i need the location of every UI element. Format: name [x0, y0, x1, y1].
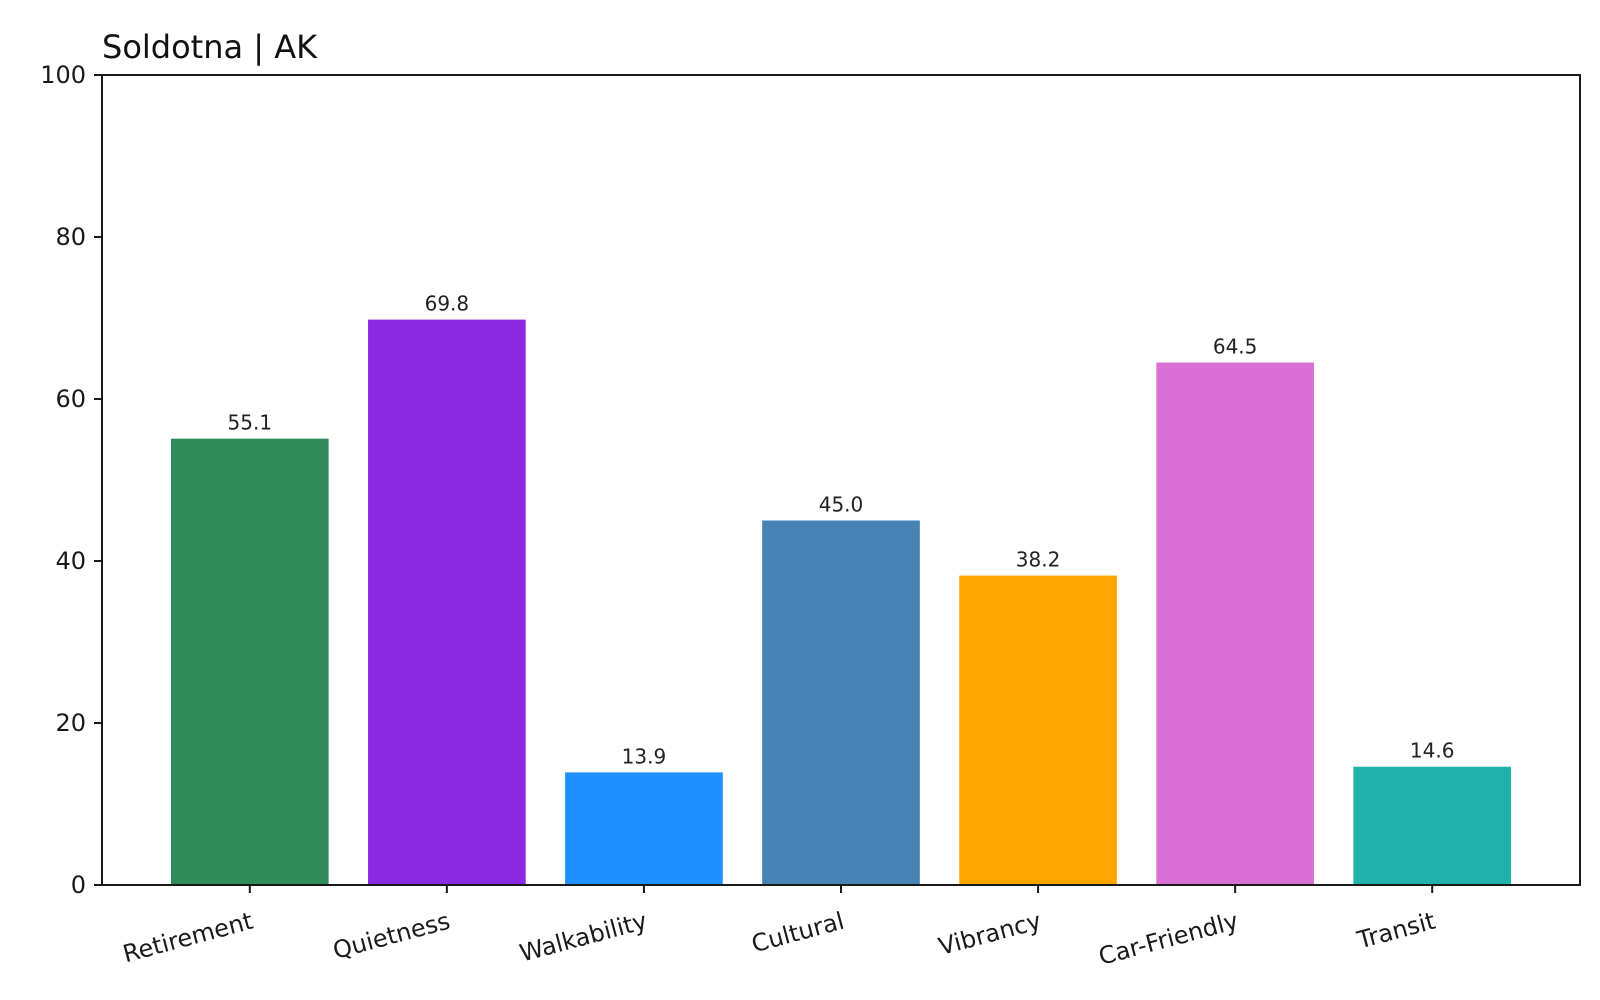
bar-walkability: [565, 772, 723, 885]
bars-layer: [170, 319, 1512, 885]
value-label: 45.0: [819, 493, 864, 517]
x-tick-label: Car-Friendly: [1096, 907, 1242, 971]
bar-quietness: [368, 319, 526, 885]
y-tick-label: 40: [55, 547, 86, 575]
x-tick-label: Vibrancy: [936, 907, 1045, 961]
x-tick-label: Walkability: [517, 907, 650, 968]
bar-transit: [1353, 766, 1512, 885]
y-tick-label: 20: [55, 709, 86, 737]
x-tick-label: Cultural: [749, 907, 848, 959]
x-tick-label: Retirement: [120, 907, 256, 969]
bar-cultural: [762, 520, 920, 885]
value-label: 13.9: [622, 744, 667, 768]
bar-vibrancy: [959, 575, 1117, 885]
bar-car-friendly: [1156, 362, 1314, 885]
y-axis: 0 20 40 60 80 100: [40, 61, 102, 899]
y-tick-label: 100: [40, 61, 86, 89]
value-label: 55.1: [228, 411, 273, 435]
value-label: 69.8: [425, 292, 470, 316]
y-tick-label: 0: [71, 871, 86, 899]
value-label: 64.5: [1213, 335, 1258, 359]
value-label: 14.6: [1410, 739, 1455, 763]
x-tick-label: Quietness: [330, 907, 453, 965]
value-labels-layer: 55.1 69.8 13.9 45.0 38.2 64.5 14.6: [228, 292, 1455, 769]
x-tick-label: Transit: [1353, 907, 1438, 955]
y-tick-label: 60: [55, 385, 86, 413]
x-axis: Retirement Quietness Walkability Cultural Vi…: [120, 885, 1438, 971]
value-label: 38.2: [1016, 548, 1061, 572]
chart-title: Soldotna | AK: [102, 28, 318, 66]
y-tick-label: 80: [55, 223, 86, 251]
bar-retirement: [170, 438, 329, 885]
